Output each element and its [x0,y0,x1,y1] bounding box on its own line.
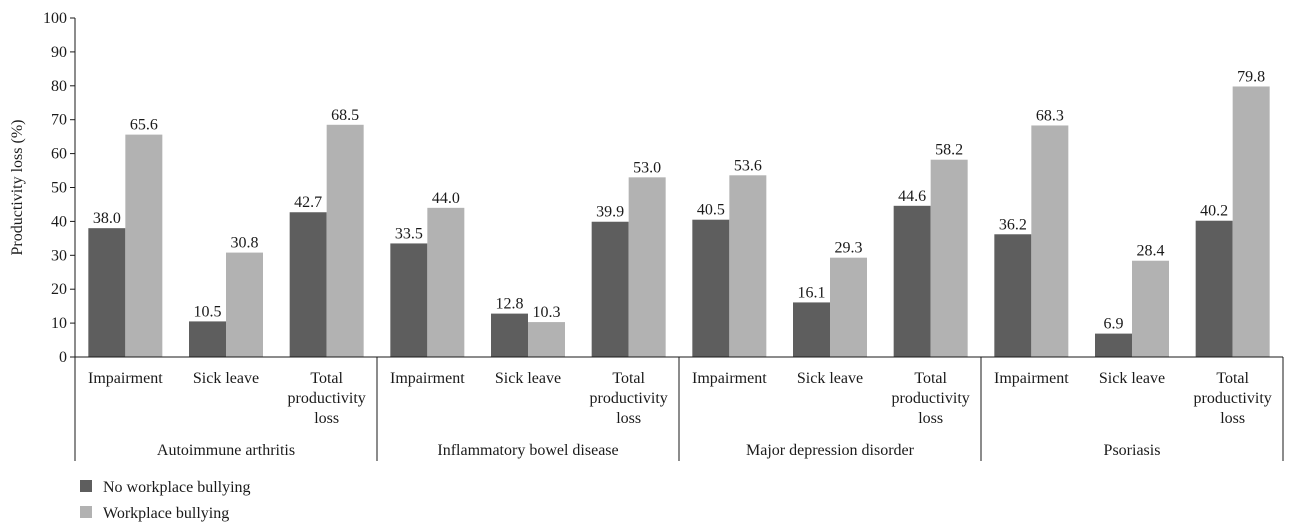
y-tick-label: 10 [51,315,67,332]
data-label: 29.3 [835,240,863,257]
x-category-label: Impairment [390,370,465,387]
data-label: 39.9 [596,204,624,221]
data-label: 65.6 [130,117,158,134]
bar-no-bullying [189,321,226,357]
data-label: 79.8 [1237,68,1265,85]
x-category-label: productivity [590,390,668,407]
legend: No workplace bullying Workplace bullying [80,479,251,522]
legend-swatch [80,506,92,518]
x-category-label: Total [310,370,343,387]
bar-no-bullying [793,302,830,357]
bar-bullying [1232,86,1270,357]
bar-no-bullying [591,221,629,357]
y-tick-label: 40 [51,213,67,230]
data-label: 68.5 [331,107,359,124]
y-axis: 0 10 20 30 40 50 60 70 80 90 100 [43,10,76,366]
data-label: 58.2 [935,142,963,159]
data-label: 53.0 [633,159,661,176]
bar-bullying [830,257,867,357]
bar-no-bullying [1095,333,1132,357]
y-tick-label: 20 [51,281,67,298]
bar-bullying [1132,260,1169,357]
x-category-label: loss [314,410,339,427]
legend-swatch [80,480,92,492]
data-label: 68.3 [1036,107,1064,124]
x-category-label: productivity [288,390,366,407]
bar-no-bullying [289,212,327,357]
bar-no-bullying [1195,220,1233,357]
data-label: 10.3 [533,304,561,321]
data-label: 40.2 [1200,203,1228,220]
data-label: 28.4 [1137,243,1165,260]
data-label: 12.8 [496,296,524,313]
data-label: 36.2 [999,216,1027,233]
bar-no-bullying [994,234,1032,357]
x-category-label: Sick leave [193,370,259,387]
bar-bullying [930,159,968,357]
x-category-label: Impairment [88,370,163,387]
y-tick-label: 70 [51,112,67,129]
y-tick-label: 80 [51,78,67,95]
y-tick-label: 0 [59,349,67,366]
x-group-label: Psoriasis [1104,442,1161,459]
x-category-label: Total [612,370,645,387]
data-label: 44.0 [432,190,460,207]
bar-bullying [226,252,263,357]
x-category-label: Sick leave [797,370,863,387]
y-tick-label: 100 [43,10,67,27]
x-category-label: Sick leave [1099,370,1165,387]
x-group-label: Autoimmune arthritis [157,442,295,459]
x-category-label: loss [918,410,943,427]
x-category-label: loss [1220,410,1245,427]
data-label: 42.7 [294,194,322,211]
x-group-label: Inflammatory bowel disease [437,442,618,459]
bar-bullying [528,322,565,357]
x-category-label: Total [914,370,947,387]
bar-no-bullying [88,228,126,357]
x-category-label: Total [1216,370,1249,387]
bar-no-bullying [491,313,528,357]
bar-no-bullying [893,205,931,357]
x-category-label: loss [616,410,641,427]
x-category-label: Impairment [692,370,767,387]
x-category-label: productivity [892,390,970,407]
y-tick-label: 30 [51,247,67,264]
data-label: 44.6 [898,188,926,205]
bar-bullying [326,124,364,357]
y-tick-label: 90 [51,44,67,61]
data-label: 30.8 [231,235,259,252]
data-label: 40.5 [697,202,725,219]
y-axis-title: Productivity loss (%) [9,120,26,256]
x-category-label: Sick leave [495,370,561,387]
x-axis: Impairment Sick leave Total productivity los… [74,356,1284,461]
data-label: 53.6 [734,157,762,174]
y-tick-label: 60 [51,146,67,163]
legend-label: No workplace bullying [103,479,251,496]
bars: 38.0 65.6 10.5 30.8 42.7 68.5 33.5 44.0 12.8 10.3… [88,68,1270,357]
bar-bullying [125,134,163,357]
data-label: 16.1 [798,284,826,301]
legend-label: Workplace bullying [103,505,229,522]
x-group-label: Major depression disorder [746,442,915,459]
y-tick-label: 50 [51,180,67,197]
bar-bullying [628,177,666,357]
x-category-label: Impairment [994,370,1069,387]
x-category-label: productivity [1194,390,1272,407]
bar-no-bullying [390,243,428,357]
data-label: 33.5 [395,225,423,242]
data-label: 6.9 [1104,316,1124,333]
bar-bullying [729,175,767,357]
bar-bullying [427,207,465,357]
data-label: 38.0 [93,210,121,227]
bar-bullying [1031,125,1069,357]
data-label: 10.5 [194,303,222,320]
bar-no-bullying [692,219,730,357]
